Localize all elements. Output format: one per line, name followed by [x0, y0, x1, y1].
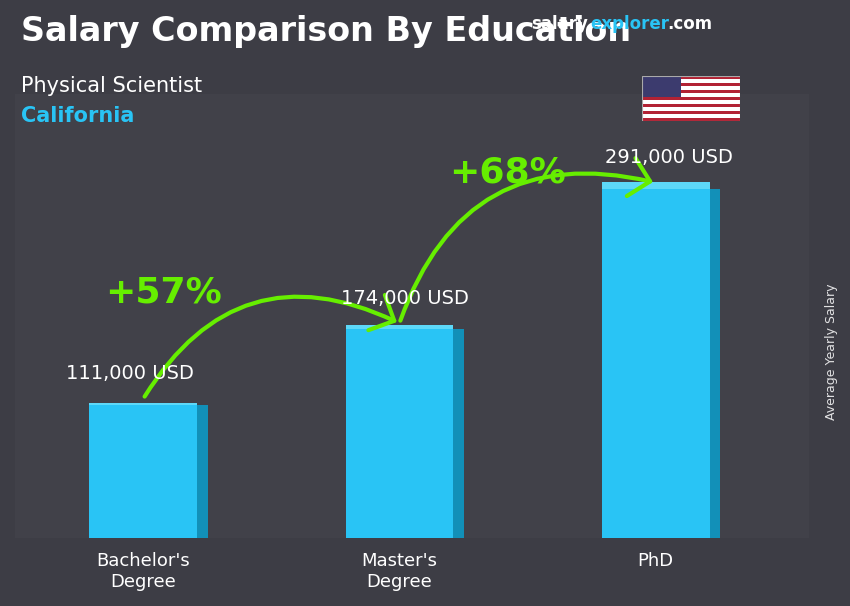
Bar: [602, 182, 710, 188]
Bar: [642, 97, 740, 100]
FancyArrowPatch shape: [144, 295, 394, 396]
Text: 291,000 USD: 291,000 USD: [604, 148, 733, 167]
FancyArrowPatch shape: [400, 158, 650, 321]
Bar: [642, 104, 740, 107]
Bar: [642, 118, 740, 121]
Bar: [642, 114, 740, 118]
Text: salary: salary: [531, 15, 588, 33]
Bar: [642, 107, 740, 111]
Text: explorer: explorer: [590, 15, 669, 33]
Bar: [642, 76, 681, 97]
Text: +57%: +57%: [105, 276, 222, 310]
Text: .com: .com: [667, 15, 712, 33]
Bar: [642, 90, 740, 93]
Bar: [642, 83, 740, 86]
Polygon shape: [453, 329, 464, 538]
Text: California: California: [21, 106, 134, 126]
Bar: [89, 405, 197, 538]
Bar: [642, 76, 740, 79]
Text: +68%: +68%: [449, 156, 565, 190]
Bar: [642, 93, 740, 97]
FancyBboxPatch shape: [15, 94, 809, 538]
Bar: [346, 325, 453, 329]
Polygon shape: [197, 405, 207, 538]
Bar: [642, 86, 740, 90]
Text: Average Yearly Salary: Average Yearly Salary: [824, 283, 838, 420]
Text: Physical Scientist: Physical Scientist: [21, 76, 202, 96]
Bar: [602, 188, 710, 538]
Text: 174,000 USD: 174,000 USD: [341, 288, 468, 308]
Bar: [642, 100, 740, 104]
Bar: [89, 402, 197, 405]
Text: 111,000 USD: 111,000 USD: [66, 364, 195, 384]
Polygon shape: [710, 188, 720, 538]
Bar: [642, 111, 740, 114]
Bar: [346, 329, 453, 538]
Bar: [642, 79, 740, 83]
Text: Salary Comparison By Education: Salary Comparison By Education: [21, 15, 632, 48]
